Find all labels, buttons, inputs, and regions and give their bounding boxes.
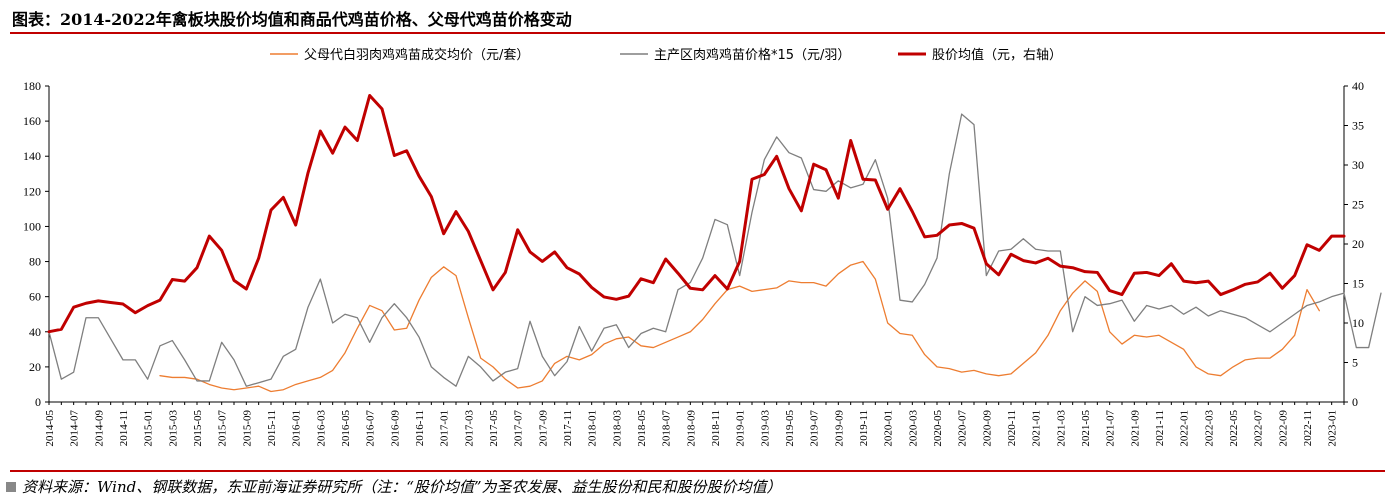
x-tick-label: 2019-11 [858, 410, 870, 446]
x-tick-label: 2022-09 [1277, 410, 1289, 447]
x-tick-label: 2017-07 [513, 410, 525, 447]
x-tick-label: 2020-01 [883, 410, 895, 447]
x-tick-label: 2019-07 [809, 410, 821, 447]
x-tick-label: 2020-07 [957, 410, 969, 447]
x-tick-label: 2017-05 [488, 410, 500, 447]
x-tick-label: 2014-11 [118, 410, 130, 446]
left-tick-label: 120 [23, 184, 41, 198]
x-tick-label: 2018-11 [710, 410, 722, 446]
x-tick-label: 2015-07 [217, 410, 229, 447]
x-tick-label: 2021-11 [1154, 410, 1166, 446]
x-tick-label: 2017-01 [439, 410, 451, 447]
footer-divider [10, 470, 1385, 472]
left-tick-label: 100 [23, 219, 41, 233]
chart: 父母代白羽肉鸡鸡苗成交均价（元/套） 主产区肉鸡鸡苗价格*15（元/羽） 股价均… [23, 47, 1382, 447]
x-tick-label: 2018-03 [611, 410, 623, 447]
x-tick-label: 2016-11 [414, 410, 426, 446]
source-text: 资料来源：Wind、钢联数据，东亚前海证券研究所（注：“股价均值”为圣农发展、益… [22, 478, 782, 496]
x-tick-label: 2015-05 [192, 410, 204, 447]
series-line-2 [47, 93, 1346, 334]
x-tick-label: 2021-09 [1129, 410, 1141, 447]
bullet-square-icon [6, 482, 16, 492]
series-lines [47, 93, 1382, 393]
x-tick-label: 2018-09 [685, 410, 697, 447]
x-tick-label: 2020-11 [1006, 410, 1018, 446]
source-note: 资料来源：Wind、钢联数据，东亚前海证券研究所（注：“股价均值”为圣农发展、益… [6, 476, 782, 497]
x-tick-label: 2018-05 [636, 410, 648, 447]
x-tick-label: 2017-03 [463, 410, 475, 447]
right-tick-label: 30 [1352, 158, 1364, 172]
x-tick-label: 2020-05 [932, 410, 944, 447]
x-tick-label: 2022-07 [1253, 410, 1265, 447]
x-tick-label: 2016-07 [365, 410, 377, 447]
left-tick-label: 60 [29, 290, 41, 304]
legend-label-broiler-chick: 主产区肉鸡鸡苗价格*15（元/羽） [654, 47, 850, 63]
x-tick-label: 2016-05 [340, 410, 352, 447]
left-tick-label: 40 [29, 325, 41, 339]
right-tick-label: 20 [1352, 237, 1364, 251]
x-tick-label: 2014-09 [93, 410, 105, 447]
x-tick-label: 2014-07 [69, 410, 81, 447]
x-tick-label: 2022-03 [1203, 410, 1215, 447]
x-tick-label: 2018-01 [587, 410, 599, 447]
x-tick-label: 2019-05 [784, 410, 796, 447]
x-tick-label: 2015-03 [167, 410, 179, 447]
title-divider [10, 32, 1385, 34]
x-tick-label: 2016-03 [315, 410, 327, 447]
legend-label-stock-price: 股价均值（元，右轴） [932, 47, 1062, 63]
x-tick-label: 2015-09 [241, 410, 253, 447]
x-tick-label: 2020-03 [907, 410, 919, 447]
legend: 父母代白羽肉鸡鸡苗成交均价（元/套） 主产区肉鸡鸡苗价格*15（元/羽） 股价均… [270, 47, 1062, 63]
right-tick-label: 10 [1352, 316, 1364, 330]
x-tick-label: 2022-01 [1179, 410, 1191, 447]
left-tick-label: 80 [29, 255, 41, 269]
x-tick-label: 2017-11 [562, 410, 574, 446]
chart-title: 图表：2014-2022年禽板块股价均值和商品代鸡苗价格、父母代鸡苗价格变动 [12, 10, 572, 29]
right-tick-label: 15 [1352, 277, 1364, 291]
x-tick-label: 2021-01 [1031, 410, 1043, 447]
x-tick-label: 2016-01 [291, 410, 303, 447]
x-tick-label: 2023-01 [1327, 410, 1339, 447]
x-tick-label: 2022-11 [1302, 410, 1314, 446]
x-tick-label: 2016-09 [389, 410, 401, 447]
x-tick-label: 2021-03 [1055, 410, 1067, 447]
left-tick-label: 140 [23, 149, 41, 163]
x-tick-label: 2022-05 [1228, 410, 1240, 447]
series-line-1 [48, 113, 1382, 387]
x-tick-label: 2014-05 [44, 410, 56, 447]
right-tick-label: 5 [1352, 356, 1358, 370]
series-line-0 [159, 260, 1320, 393]
right-tick-label: 0 [1352, 395, 1358, 409]
x-tick-label: 2015-11 [266, 410, 278, 446]
left-tick-label: 160 [23, 114, 41, 128]
x-tick-label: 2021-07 [1105, 410, 1117, 447]
x-tick-label: 2021-05 [1080, 410, 1092, 447]
right-tick-label: 40 [1352, 79, 1364, 93]
x-tick-label: 2017-09 [537, 410, 549, 447]
x-tick-label: 2019-03 [759, 410, 771, 447]
right-tick-label: 25 [1352, 198, 1364, 212]
x-tick-label: 2020-09 [981, 410, 993, 447]
x-tick-label: 2019-01 [735, 410, 747, 447]
left-tick-label: 20 [29, 360, 41, 374]
right-tick-label: 35 [1352, 119, 1364, 133]
axes: 0 20 40 60 80 100 120 140 160 180 0 5 10 15 20 25 30 35 40… [23, 79, 1364, 447]
legend-label-parent-stock: 父母代白羽肉鸡鸡苗成交均价（元/套） [304, 47, 529, 63]
x-tick-label: 2015-01 [143, 410, 155, 447]
x-tick-label: 2018-07 [661, 410, 673, 447]
x-tick-label: 2019-09 [833, 410, 845, 447]
left-tick-label: 0 [35, 395, 41, 409]
left-tick-label: 180 [23, 79, 41, 93]
